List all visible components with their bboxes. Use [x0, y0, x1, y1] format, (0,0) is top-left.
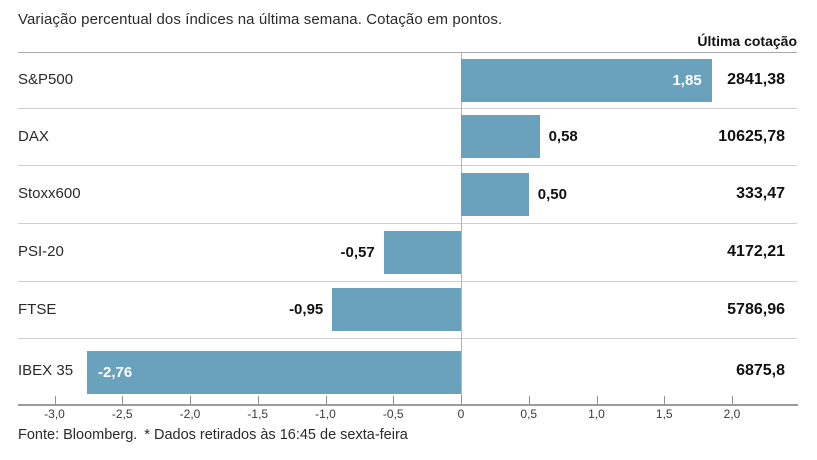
- x-axis-tick: [393, 396, 395, 404]
- last-quote-value: 4172,21: [727, 243, 785, 260]
- footer: Fonte: Bloomberg. * Dados retirados às 16…: [18, 427, 408, 443]
- value-bar: [332, 288, 461, 331]
- x-axis-tick-label: -1,0: [315, 407, 336, 421]
- x-axis-tick: [461, 396, 462, 404]
- x-axis-tick: [528, 396, 530, 404]
- x-axis-tick: [257, 396, 259, 404]
- x-axis-tick-label: 0,5: [520, 407, 538, 421]
- x-axis-tick: [732, 396, 733, 404]
- value-bar: [383, 230, 461, 274]
- bar-value-label: 1,85: [672, 71, 702, 89]
- x-axis-tick-label: -1,5: [247, 407, 269, 421]
- x-axis-tick: [664, 396, 666, 404]
- x-axis-tick-label: 2,0: [723, 407, 741, 421]
- last-quote-value: 5786,96: [727, 301, 785, 318]
- row-separator-line: [18, 281, 797, 282]
- bar-value-label: 0,58: [548, 128, 578, 145]
- index-label: FTSE: [18, 301, 57, 318]
- index-label: PSI-20: [18, 243, 64, 260]
- x-axis-tick: [190, 396, 191, 404]
- x-axis-tick-label: -2,5: [111, 407, 133, 421]
- value-bar: [461, 172, 529, 216]
- x-axis-tick-label: 1,0: [588, 407, 605, 421]
- x-axis-tick-label: 1,5: [655, 407, 673, 421]
- index-label: S&P500: [18, 71, 74, 88]
- last-quote-column-header: Última cotação: [697, 33, 797, 49]
- last-quote-value: 2841,38: [727, 71, 785, 88]
- bar-value-label: 0,50: [537, 185, 567, 203]
- last-quote-value: 333,47: [736, 185, 785, 202]
- footer-source: Fonte: Bloomberg.: [18, 427, 138, 443]
- bar-value-label: -0,57: [340, 243, 375, 261]
- value-bar: [87, 351, 461, 394]
- x-axis-tick: [54, 396, 56, 404]
- x-axis-tick-label: -2,0: [179, 407, 201, 421]
- x-axis-tick: [122, 396, 124, 404]
- x-axis-tick-label: -3,0: [44, 407, 65, 421]
- footer-note: * Dados retirados às 16:45 de sexta-feir…: [144, 427, 408, 443]
- header-separator-line: [18, 52, 797, 53]
- chart-title: Variação percentual dos índices na últim…: [18, 11, 503, 28]
- x-axis-tick-label: 0: [457, 407, 465, 421]
- zero-baseline: [461, 52, 462, 404]
- x-axis-tick-label: -0,5: [382, 407, 404, 421]
- bar-value-label: -0,95: [289, 301, 324, 318]
- index-label: DAX: [18, 128, 49, 145]
- row-separator-line: [18, 338, 797, 339]
- value-bar: [461, 58, 712, 102]
- x-axis-line: [18, 404, 798, 406]
- index-label: Stoxx600: [18, 185, 81, 202]
- row-separator-line: [18, 165, 797, 166]
- last-quote-value: 10625,78: [718, 128, 785, 145]
- x-axis-tick: [325, 396, 327, 404]
- row-separator-line: [18, 108, 797, 109]
- last-quote-value: 6875,8: [736, 362, 785, 379]
- x-axis-tick: [596, 396, 598, 404]
- value-bar: [461, 115, 540, 158]
- index-label: IBEX 35: [18, 362, 74, 379]
- row-separator-line: [18, 223, 797, 224]
- bar-value-label: -2,76: [98, 364, 133, 381]
